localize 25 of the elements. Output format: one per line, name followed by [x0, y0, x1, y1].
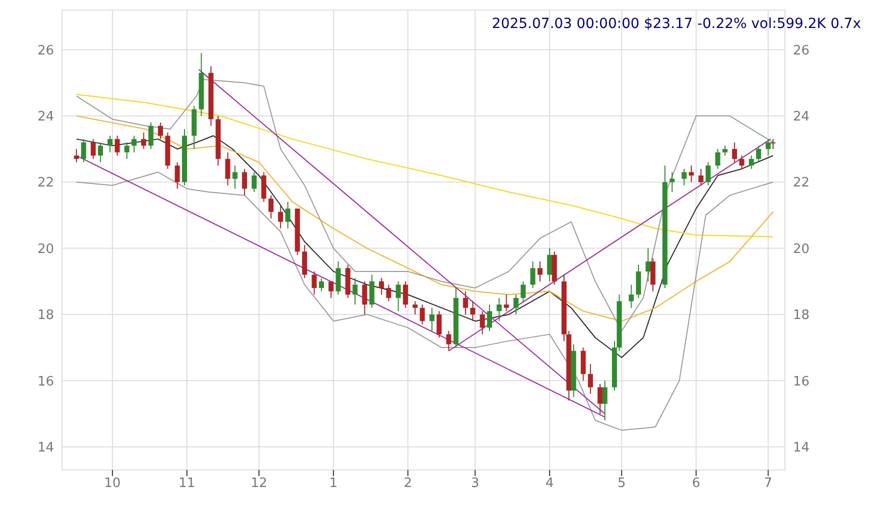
text: 2025.07.03 00:00:00 $23.17 -0.22% vol:599.2K 0.7x — [492, 16, 861, 32]
x-tick-label: 4 — [545, 476, 554, 492]
x-tick-label: 1 — [329, 476, 338, 492]
x-tick-label: 11 — [178, 476, 196, 492]
x-tick-label: 10 — [104, 476, 121, 492]
y2-tick-label: 20 — [793, 242, 810, 257]
y-tick-label: 16 — [37, 374, 54, 390]
x-tick-label: 3 — [471, 476, 480, 492]
y-tick-label: 24 — [37, 110, 54, 125]
y-tick-label: 18 — [37, 308, 54, 324]
y-tick-label: 26 — [37, 43, 54, 58]
y-tick-label: 20 — [37, 242, 54, 257]
x-tick-label: 5 — [618, 476, 626, 492]
x-tick-label: 12 — [250, 476, 268, 492]
y2-tick-label: 24 — [793, 110, 810, 125]
y2-tick-label: 16 — [793, 374, 810, 390]
y2-tick-label: 14 — [793, 440, 810, 456]
y2-tick-label: 26 — [793, 43, 810, 58]
y-tick-label: 22 — [37, 176, 54, 191]
y2-tick-label: 18 — [793, 308, 810, 324]
x-tick-label: 2 — [404, 476, 412, 492]
x-tick-label: 6 — [692, 476, 700, 492]
y2-tick-label: 22 — [793, 176, 810, 191]
x-tick-label: 7 — [764, 476, 772, 492]
y-tick-label: 14 — [37, 440, 54, 456]
